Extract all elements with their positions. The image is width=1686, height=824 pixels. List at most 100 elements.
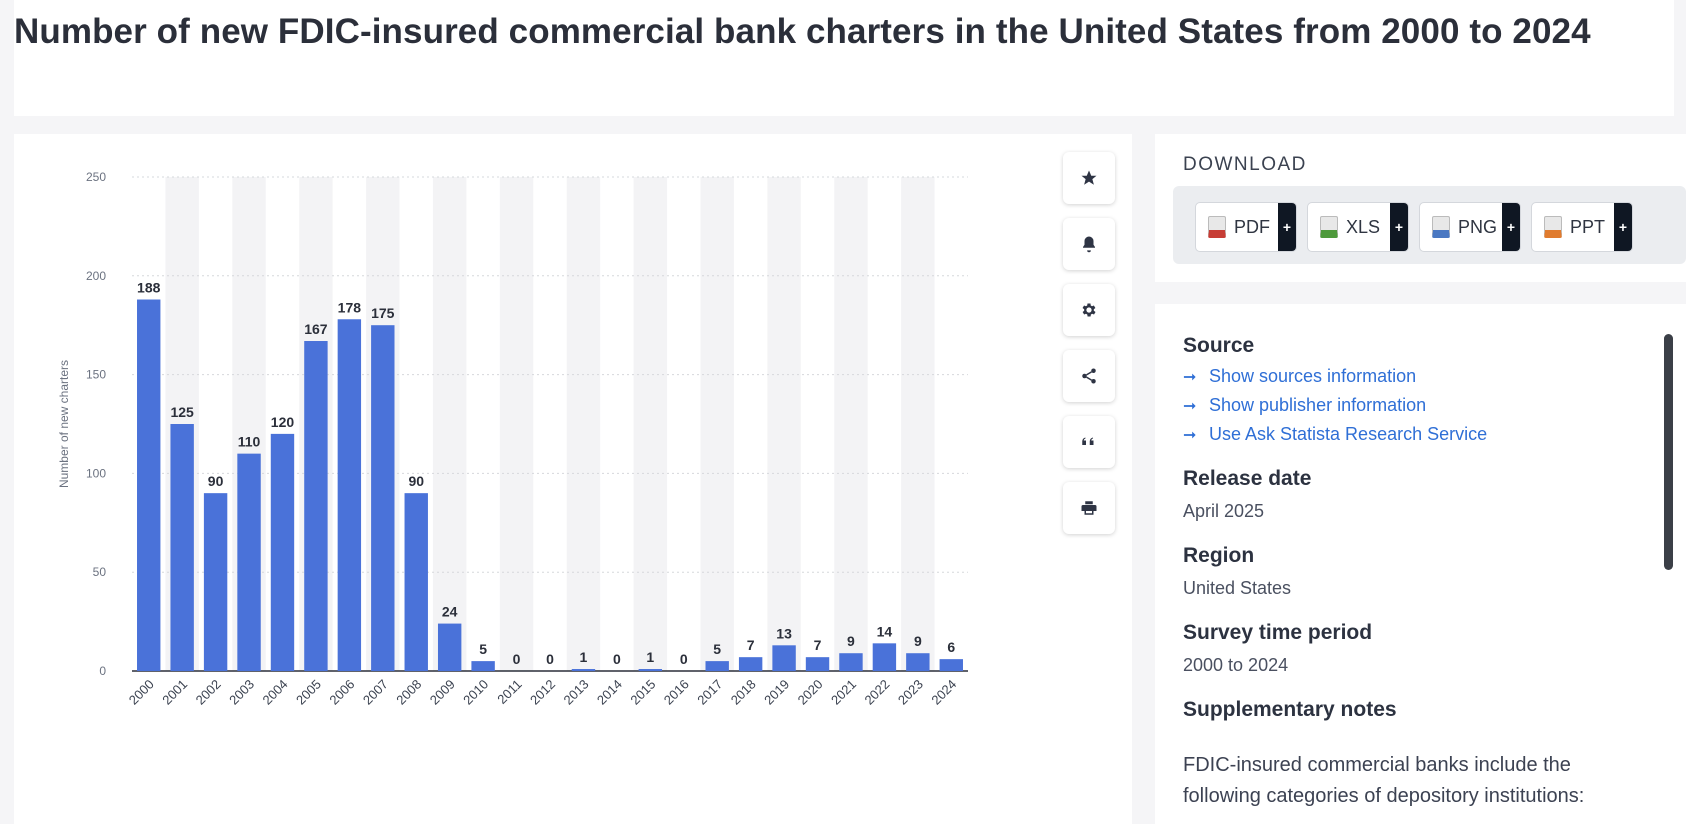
x-tick-label: 2008 (393, 677, 424, 708)
arrow-right-icon: ➞ (1183, 368, 1197, 386)
favorite-button[interactable] (1063, 152, 1115, 204)
bar-2018 (738, 657, 763, 671)
data-label: 125 (170, 404, 194, 420)
show-sources-link[interactable]: ➞ Show sources information (1183, 366, 1643, 387)
download-pdf-button[interactable]: PDF + (1195, 202, 1297, 252)
download-png-button[interactable]: PNG + (1419, 202, 1521, 252)
xls-file-icon (1320, 216, 1338, 238)
data-label: 0 (680, 651, 688, 667)
notification-button[interactable] (1063, 218, 1115, 270)
bar-2023 (906, 653, 930, 671)
bar-2022 (872, 643, 897, 671)
x-tick-label: 2001 (159, 677, 190, 708)
gear-icon (1082, 303, 1096, 317)
bar-2021 (839, 653, 863, 671)
info-panel: Source ➞ Show sources information ➞ Show p… (1155, 304, 1686, 824)
y-axis-label: Number of new charters (57, 360, 71, 488)
supplementary-notes-text: FDIC-insured commercial banks include th… (1183, 754, 1585, 807)
share-button[interactable] (1063, 350, 1115, 402)
x-tick-label: 2006 (326, 677, 357, 708)
link-label: Show publisher information (1209, 395, 1427, 415)
x-tick-label: 2021 (828, 677, 859, 708)
ask-statista-link[interactable]: ➞ Use Ask Statista Research Service (1183, 424, 1643, 445)
x-tick-label: 2019 (761, 677, 792, 708)
plus-icon: + (1502, 203, 1520, 251)
x-tick-label: 2003 (226, 677, 257, 708)
data-label: 5 (713, 641, 721, 657)
column-stripe (834, 177, 868, 671)
data-label: 1 (580, 649, 588, 665)
column-stripe (566, 177, 601, 671)
bar-2013 (571, 669, 596, 671)
png-file-icon (1432, 216, 1450, 238)
x-tick-label: 2009 (427, 677, 458, 708)
data-label: 5 (479, 641, 487, 657)
release-date-heading: Release date (1183, 467, 1312, 490)
link-label: Use Ask Statista Research Service (1209, 424, 1488, 444)
y-tick-label: 0 (99, 664, 106, 678)
data-label: 120 (271, 414, 295, 430)
bar-2020 (805, 657, 830, 671)
x-tick-label: 2007 (360, 677, 391, 708)
y-tick-label: 100 (86, 466, 106, 480)
x-tick-label: 2000 (126, 677, 157, 708)
column-stripe (432, 177, 467, 671)
x-tick-label: 2020 (795, 677, 826, 708)
download-xls-button[interactable]: XLS + (1307, 202, 1409, 252)
x-tick-label: 2004 (260, 677, 291, 708)
settings-button[interactable] (1063, 284, 1115, 336)
x-tick-label: 2010 (460, 677, 491, 708)
download-png-label: PNG (1458, 216, 1498, 237)
bar-2008 (404, 493, 428, 671)
share-icon (1082, 368, 1096, 384)
data-label: 13 (776, 625, 792, 641)
source-heading: Source (1183, 334, 1255, 357)
bell-icon (1083, 236, 1095, 253)
download-bar: PDF + XLS + PNG + PPT + (1173, 186, 1686, 264)
print-button[interactable] (1063, 482, 1115, 534)
download-title: DOWNLOAD (1183, 154, 1307, 175)
y-tick-label: 150 (86, 368, 106, 382)
bar-2001 (170, 424, 194, 671)
arrow-right-icon: ➞ (1183, 426, 1197, 444)
print-icon (1081, 501, 1097, 515)
bar-2004 (270, 433, 295, 671)
column-stripe (499, 177, 534, 671)
data-label: 188 (137, 280, 161, 296)
x-tick-label: 2015 (627, 677, 658, 708)
cite-button[interactable] (1063, 416, 1115, 468)
region-value: United States (1183, 578, 1292, 598)
data-label: 90 (208, 473, 224, 489)
download-xls-label: XLS (1346, 216, 1381, 237)
bar-2003 (237, 453, 261, 671)
x-tick-label: 2013 (561, 677, 592, 708)
data-label: 0 (613, 651, 621, 667)
data-label: 90 (408, 473, 424, 489)
x-tick-label: 2022 (861, 677, 892, 708)
bar-2002 (203, 493, 228, 671)
x-tick-label: 2005 (293, 677, 324, 708)
bar-2010 (471, 661, 495, 671)
plus-icon: + (1614, 203, 1632, 251)
data-label: 0 (513, 651, 521, 667)
y-tick-label: 50 (93, 565, 107, 579)
bar-2006 (337, 319, 362, 671)
quote-icon (1082, 437, 1094, 445)
data-label: 7 (814, 637, 822, 653)
page-title: Number of new FDIC-insured commercial ba… (14, 12, 1591, 51)
download-ppt-button[interactable]: PPT + (1531, 202, 1633, 252)
bar-2024 (939, 659, 963, 671)
bar-2017 (705, 661, 729, 671)
x-tick-label: 2018 (728, 677, 759, 708)
survey-period-value: 2000 to 2024 (1183, 655, 1289, 675)
y-tick-label: 200 (86, 269, 106, 283)
data-label: 178 (338, 299, 362, 315)
supplementary-notes-heading: Supplementary notes (1183, 698, 1397, 721)
x-tick-label: 2016 (661, 677, 692, 708)
data-label: 175 (371, 305, 395, 321)
download-panel: DOWNLOAD PDF + XLS + PNG + PPT + (1155, 134, 1686, 282)
info-scrollbar[interactable] (1664, 334, 1673, 570)
data-label: 0 (546, 651, 554, 667)
show-publisher-link[interactable]: ➞ Show publisher information (1183, 395, 1643, 416)
